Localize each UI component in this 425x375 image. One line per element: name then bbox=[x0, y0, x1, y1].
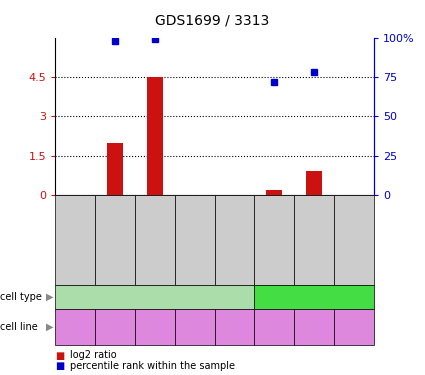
Bar bbox=[306, 171, 322, 195]
Bar bbox=[266, 190, 282, 195]
Text: GSM91919: GSM91919 bbox=[110, 219, 119, 261]
Text: MDA
PCa 2a: MDA PCa 2a bbox=[221, 318, 248, 337]
Text: DU 145: DU 145 bbox=[340, 322, 368, 332]
Text: GDS1699 / 3313: GDS1699 / 3313 bbox=[156, 13, 269, 27]
Text: ■: ■ bbox=[55, 351, 65, 360]
Text: GSM91922: GSM91922 bbox=[190, 219, 199, 261]
Text: ▶: ▶ bbox=[45, 322, 53, 332]
Bar bbox=[147, 77, 163, 195]
Text: cell line: cell line bbox=[0, 322, 38, 332]
Text: androgen insensitive: androgen insensitive bbox=[263, 292, 366, 302]
Text: MDA
PCa 2b: MDA PCa 2b bbox=[102, 318, 128, 337]
Bar bbox=[107, 142, 123, 195]
Text: GSM91920: GSM91920 bbox=[350, 219, 359, 261]
Text: GSM91917: GSM91917 bbox=[310, 219, 319, 261]
Text: androgen sensitive: androgen sensitive bbox=[108, 292, 201, 302]
Text: GSM91921: GSM91921 bbox=[150, 219, 159, 261]
Text: LNCa
P: LNCa P bbox=[142, 316, 168, 338]
Text: log2 ratio: log2 ratio bbox=[70, 351, 117, 360]
Text: GSM91923: GSM91923 bbox=[230, 219, 239, 261]
Text: percentile rank within the sample: percentile rank within the sample bbox=[70, 361, 235, 370]
Text: PPC-1: PPC-1 bbox=[260, 322, 289, 332]
Text: GSM91916: GSM91916 bbox=[270, 219, 279, 261]
Text: PC-3: PC-3 bbox=[303, 322, 326, 332]
Text: ▶: ▶ bbox=[45, 292, 53, 302]
Text: LAPC-4: LAPC-4 bbox=[58, 322, 93, 332]
Text: 22Rv1: 22Rv1 bbox=[179, 322, 210, 332]
Text: ■: ■ bbox=[55, 361, 65, 370]
Text: cell type: cell type bbox=[0, 292, 42, 302]
Text: GSM91918: GSM91918 bbox=[71, 219, 79, 261]
